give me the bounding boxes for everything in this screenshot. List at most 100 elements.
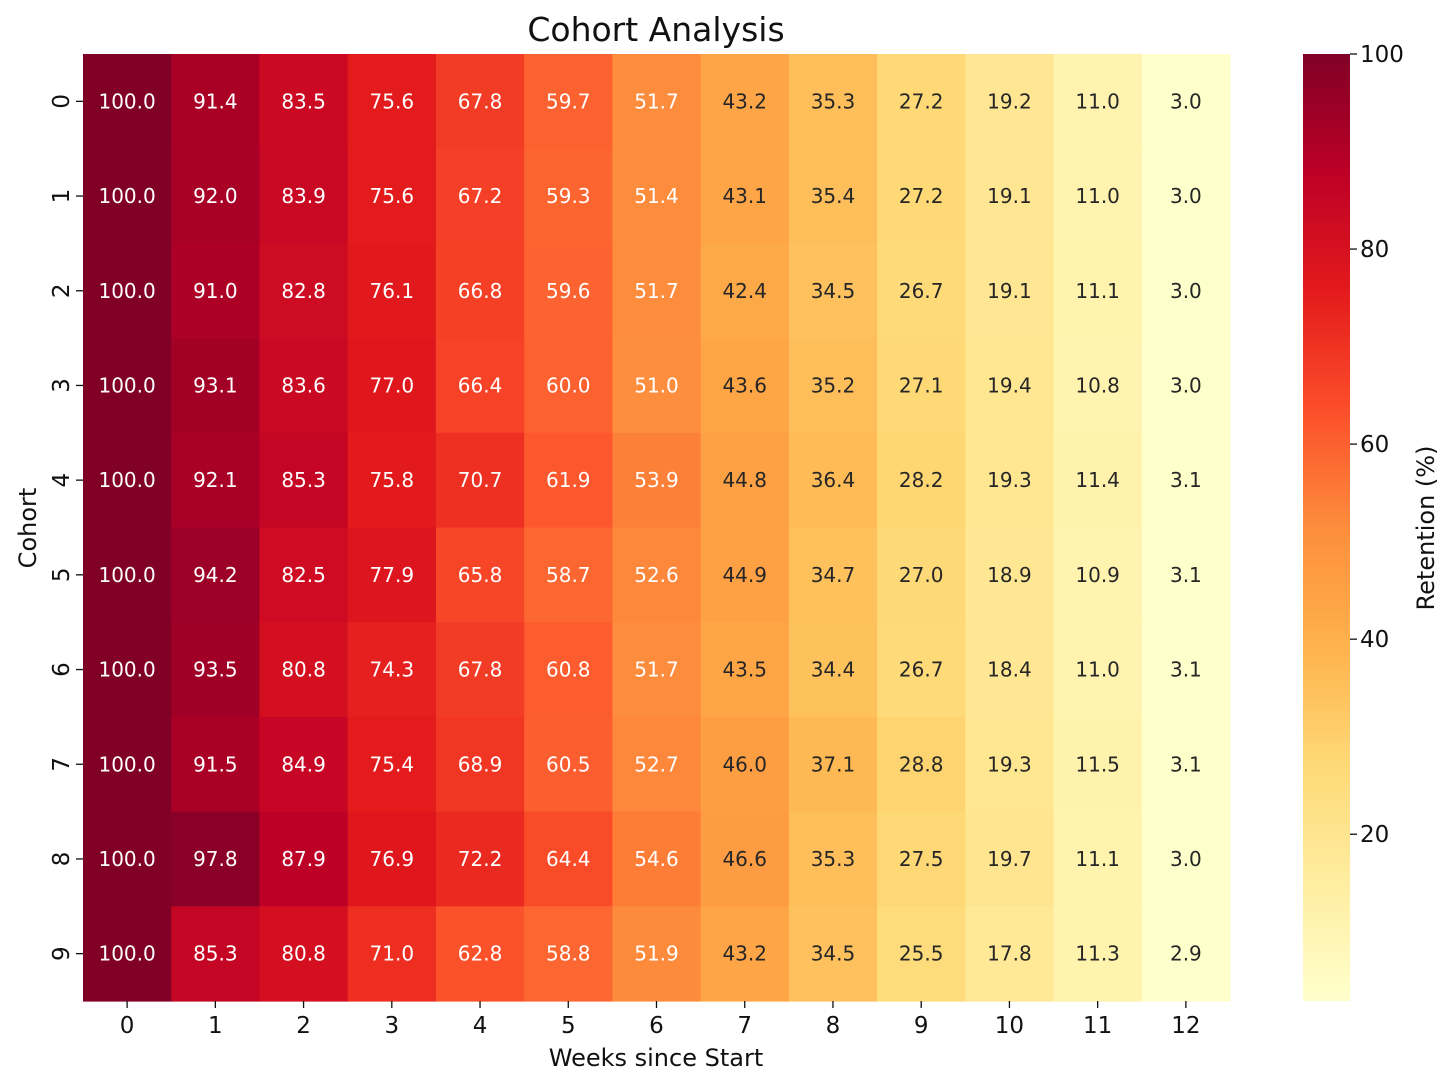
cell-value-label: 3.0 (1170, 373, 1202, 397)
heatmap-cell (877, 54, 966, 150)
colorbar-gradient (1303, 54, 1350, 1001)
heatmap-cell (524, 338, 613, 434)
heatmap-cell (171, 716, 261, 813)
cell-value-label: 100.0 (98, 563, 155, 587)
heatmap-cell (347, 811, 437, 907)
heatmap-cell (259, 54, 349, 150)
heatmap-cell (877, 527, 966, 623)
heatmap-cell (171, 243, 261, 339)
cell-value-label: 58.8 (546, 942, 591, 966)
heatmap-cell (788, 148, 878, 244)
heatmap-cell (524, 906, 613, 1002)
heatmap-cell (435, 54, 525, 150)
cell-value-label: 59.7 (546, 89, 591, 113)
cell-value-label: 3.0 (1170, 279, 1202, 303)
heatmap-cell (788, 432, 878, 529)
cell-value-label: 71.0 (370, 942, 415, 966)
y-tick-label: 3 (49, 378, 75, 393)
cell-value-label: 19.1 (987, 279, 1032, 303)
y-tick-label: 5 (49, 568, 75, 583)
cell-value-label: 87.9 (281, 847, 326, 871)
heatmap-cell (171, 54, 261, 150)
heatmap-cell (965, 811, 1055, 907)
cell-value-label: 51.7 (634, 279, 679, 303)
cell-value-label: 26.7 (899, 279, 944, 303)
heatmap-cell (347, 716, 437, 813)
colorbar-ticks: 20 40 60 80 100 (1350, 42, 1404, 848)
cell-value-label: 43.2 (722, 942, 767, 966)
heatmap-cell (83, 527, 172, 623)
cell-value-label: 19.7 (987, 847, 1032, 871)
colorbar-tick-label: 100 (1360, 42, 1404, 68)
heatmap-cell (1053, 906, 1143, 1002)
y-tick-label: 8 (49, 852, 75, 867)
cell-value-label: 64.4 (546, 847, 591, 871)
heatmap-cell (1141, 811, 1231, 907)
heatmap-cell (877, 622, 966, 718)
x-axis-title: Weeks since Start (549, 1044, 764, 1072)
y-tick-label: 4 (49, 473, 75, 488)
heatmap-cell (435, 811, 525, 907)
x-tick-label: 11 (1083, 1013, 1112, 1039)
heatmap-cell (1053, 54, 1143, 150)
heatmap-cell (877, 148, 966, 244)
heatmap-cell (612, 622, 702, 718)
heatmap-cell (83, 811, 172, 907)
heatmap-cell (700, 432, 790, 529)
cell-value-label: 34.5 (811, 279, 856, 303)
heatmap-cell (965, 906, 1055, 1002)
heatmap-cell (1053, 432, 1143, 529)
heatmap-cell (788, 527, 878, 623)
heatmap-cell (877, 432, 966, 529)
heatmap-cell (524, 148, 613, 244)
cell-value-label: 43.6 (722, 373, 767, 397)
heatmap-cell (700, 527, 790, 623)
cell-value-label: 3.1 (1170, 563, 1202, 587)
heatmap-cell (171, 811, 261, 907)
heatmap-cell (1141, 148, 1231, 244)
cell-value-label: 42.4 (722, 279, 767, 303)
cell-value-label: 97.8 (193, 847, 238, 871)
colorbar-tick-label: 20 (1360, 822, 1389, 848)
cell-value-label: 11.0 (1075, 89, 1120, 113)
cell-value-label: 85.3 (281, 468, 326, 492)
heatmap-cell (259, 716, 349, 813)
heatmap-cell (612, 716, 702, 813)
cell-value-label: 66.4 (458, 373, 503, 397)
y-tick-label: 7 (49, 757, 75, 772)
heatmap-cell (965, 716, 1055, 813)
heatmap-cell (83, 148, 172, 244)
heatmap-cell (347, 622, 437, 718)
cell-value-label: 82.8 (281, 279, 326, 303)
heatmap-cells: 100.0 91.4 83.5 75.6 67.8 59.7 51.7 43.2 35.3 27.… (83, 54, 1231, 1002)
cell-value-label: 27.2 (899, 184, 944, 208)
cell-value-label: 25.5 (899, 942, 944, 966)
heatmap-cell (435, 716, 525, 813)
heatmap-cell (259, 527, 349, 623)
x-tick-label: 9 (914, 1013, 929, 1039)
cell-value-label: 19.3 (987, 468, 1032, 492)
heatmap-cell (347, 338, 437, 434)
y-tick-label: 1 (49, 189, 75, 204)
cell-value-label: 27.0 (899, 563, 944, 587)
cell-value-label: 37.1 (811, 752, 856, 776)
heatmap-cell (435, 243, 525, 339)
heatmap-cell (612, 54, 702, 150)
heatmap-cell (259, 811, 349, 907)
heatmap-cell (700, 243, 790, 339)
cell-value-label: 92.0 (193, 184, 238, 208)
heatmap-cell (83, 432, 172, 529)
heatmap-cell (259, 622, 349, 718)
x-axis-ticks: 0 1 2 3 4 5 6 7 8 9 10 11 12 (120, 1001, 1201, 1039)
colorbar-tick-label: 40 (1360, 627, 1389, 653)
heatmap-cell (83, 54, 172, 150)
cell-value-label: 11.4 (1075, 468, 1120, 492)
cell-value-label: 51.7 (634, 658, 679, 682)
cell-value-label: 51.0 (634, 373, 679, 397)
heatmap-cell (83, 243, 172, 339)
x-tick-label: 0 (120, 1013, 135, 1039)
cell-value-label: 91.0 (193, 279, 238, 303)
heatmap-cell (1053, 243, 1143, 339)
y-axis-title: Cohort (14, 488, 42, 569)
